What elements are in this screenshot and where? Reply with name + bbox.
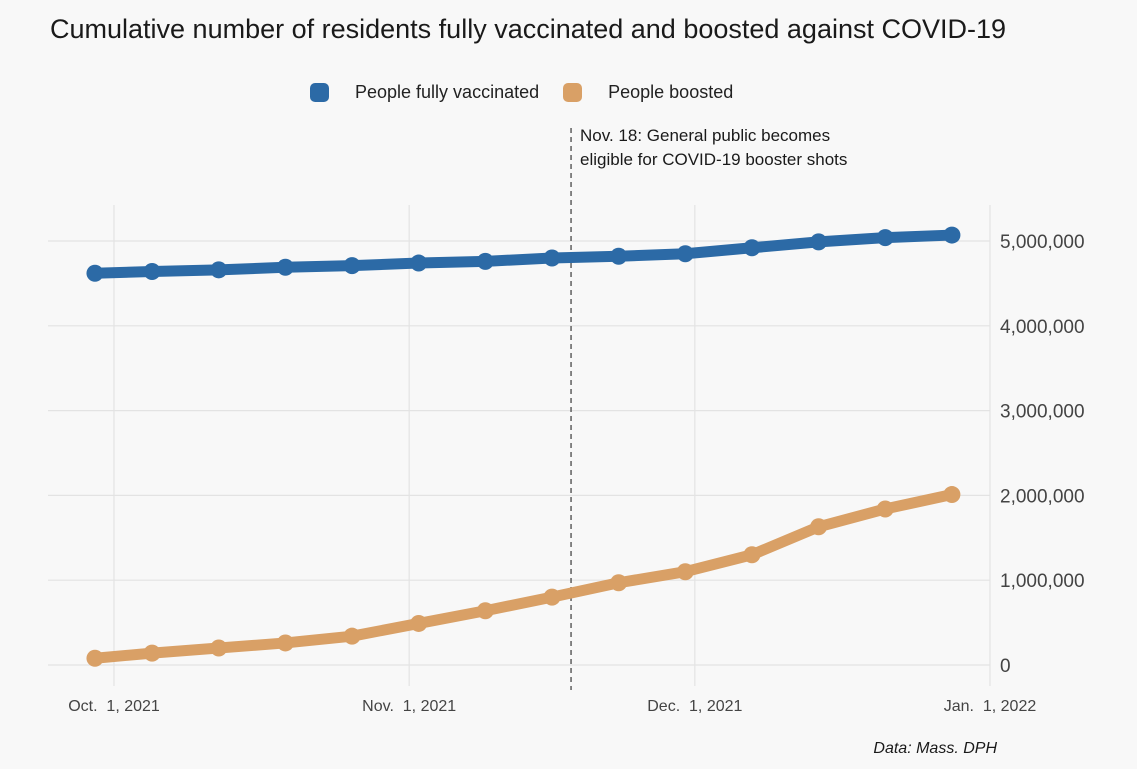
data-point-boosted: [276, 634, 294, 652]
data-point-boosted: [143, 644, 161, 662]
data-point-fully-vaccinated: [810, 233, 828, 251]
legend-item-fully-vaccinated: People fully vaccinated: [310, 82, 539, 103]
data-point-fully-vaccinated: [876, 229, 894, 247]
data-point-boosted: [610, 574, 628, 592]
data-point-fully-vaccinated: [943, 226, 961, 244]
legend-swatch-fully-vaccinated: [310, 82, 329, 102]
data-point-fully-vaccinated: [610, 247, 628, 265]
series-line-fully-vaccinated: [89, 229, 958, 279]
y-tick-label: 0: [1000, 656, 1011, 677]
data-point-boosted: [410, 614, 428, 632]
data-point-fully-vaccinated: [343, 257, 361, 275]
data-point-boosted: [343, 627, 361, 645]
data-point-boosted: [876, 500, 894, 518]
data-point-fully-vaccinated: [276, 258, 294, 276]
y-tick-label: 3,000,000: [1000, 402, 1085, 423]
data-point-boosted: [543, 588, 561, 606]
annotation-line-2: eligible for COVID-19 booster shots: [580, 150, 848, 169]
legend-item-boosted: People boosted: [563, 82, 733, 103]
x-tick-label: Jan. 1, 2022: [944, 698, 1037, 715]
data-point-fully-vaccinated: [86, 264, 104, 282]
x-tick-label: Nov. 1, 2021: [362, 698, 456, 715]
data-point-boosted: [810, 518, 828, 536]
data-point-boosted: [476, 602, 494, 620]
annotation-line-1: Nov. 18: General public becomes: [580, 126, 831, 145]
data-point-fully-vaccinated: [543, 249, 561, 267]
data-point-boosted: [676, 563, 694, 581]
data-point-fully-vaccinated: [676, 245, 694, 263]
source-note: Data: Mass. DPH: [873, 740, 997, 757]
legend-swatch-boosted: [563, 82, 583, 102]
series-line-boosted: [89, 489, 958, 664]
y-tick-label: 4,000,000: [1000, 317, 1085, 338]
data-point-fully-vaccinated: [410, 254, 428, 272]
data-point-boosted: [210, 639, 228, 657]
data-point-fully-vaccinated: [210, 261, 228, 279]
y-tick-label: 1,000,000: [1000, 571, 1085, 592]
data-point-fully-vaccinated: [476, 252, 494, 270]
legend: People fully vaccinated People boosted: [310, 78, 757, 106]
legend-label-boosted: People boosted: [608, 81, 734, 102]
x-tick-label: Dec. 1, 2021: [647, 698, 742, 715]
x-tick-label: Oct. 1, 2021: [68, 698, 160, 715]
data-point-fully-vaccinated: [143, 263, 161, 281]
data-point-fully-vaccinated: [743, 239, 761, 257]
y-tick-label: 2,000,000: [1000, 486, 1085, 507]
data-point-boosted: [743, 546, 761, 564]
data-point-boosted: [943, 486, 961, 504]
legend-label-fully-vaccinated: People fully vaccinated: [355, 81, 540, 102]
annotation-text: Nov. 18: General public becomes eligible…: [580, 124, 910, 172]
y-tick-label: 5,000,000: [1000, 232, 1085, 253]
chart-title: Cumulative number of residents fully vac…: [50, 14, 1007, 44]
data-point-boosted: [86, 649, 104, 667]
